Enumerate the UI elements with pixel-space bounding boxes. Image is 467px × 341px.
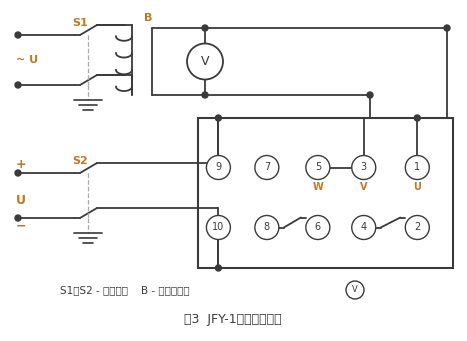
Text: 图3  JFY-1的调试接线图: 图3 JFY-1的调试接线图	[184, 313, 282, 326]
Text: U: U	[413, 182, 421, 193]
Circle shape	[206, 155, 230, 179]
Text: V: V	[201, 55, 209, 68]
Circle shape	[187, 44, 223, 79]
Text: 5: 5	[315, 163, 321, 173]
Text: 8: 8	[264, 222, 270, 233]
Circle shape	[405, 216, 429, 239]
Circle shape	[202, 25, 208, 31]
Circle shape	[15, 82, 21, 88]
Circle shape	[206, 216, 230, 239]
Text: 9: 9	[215, 163, 221, 173]
Circle shape	[405, 155, 429, 179]
Text: 7: 7	[264, 163, 270, 173]
Circle shape	[255, 216, 279, 239]
Text: S1、S2 - 双刀开关    B - 单相调压器: S1、S2 - 双刀开关 B - 单相调压器	[60, 285, 190, 295]
Text: S1: S1	[72, 18, 88, 28]
Bar	[198, 118, 453, 268]
Text: 1: 1	[414, 163, 420, 173]
Circle shape	[15, 170, 21, 176]
Text: 10: 10	[212, 222, 225, 233]
Circle shape	[306, 155, 330, 179]
Text: 4: 4	[361, 222, 367, 233]
Text: V: V	[360, 182, 368, 193]
Text: ~ U: ~ U	[16, 55, 38, 65]
Circle shape	[255, 155, 279, 179]
Text: 2: 2	[414, 222, 420, 233]
Circle shape	[15, 215, 21, 221]
Circle shape	[414, 115, 420, 121]
Circle shape	[444, 25, 450, 31]
Text: B: B	[144, 13, 152, 23]
Circle shape	[306, 216, 330, 239]
Circle shape	[215, 265, 221, 271]
Circle shape	[346, 281, 364, 299]
Circle shape	[202, 92, 208, 98]
Circle shape	[352, 155, 376, 179]
Circle shape	[352, 216, 376, 239]
Text: S2: S2	[72, 156, 88, 166]
Circle shape	[215, 115, 221, 121]
Text: +: +	[16, 159, 27, 172]
Text: W: W	[312, 182, 323, 193]
Circle shape	[15, 32, 21, 38]
Text: U: U	[16, 194, 26, 207]
Text: 3: 3	[361, 163, 367, 173]
Text: 6: 6	[315, 222, 321, 233]
Text: −: −	[16, 220, 27, 233]
Circle shape	[367, 92, 373, 98]
Text: V: V	[352, 285, 358, 295]
